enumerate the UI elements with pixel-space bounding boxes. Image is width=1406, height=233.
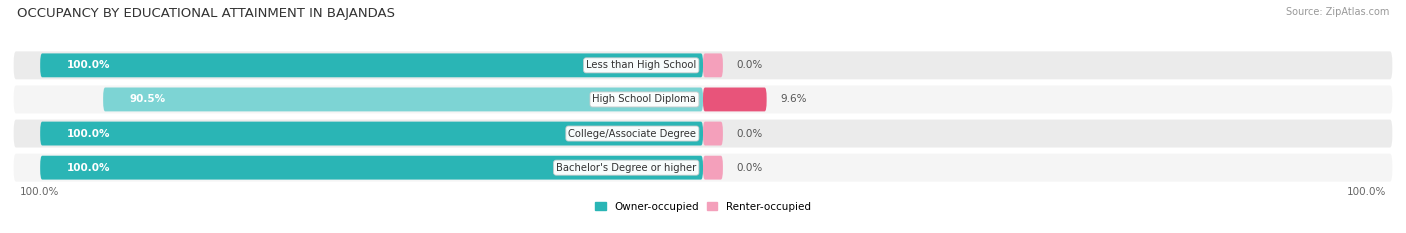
Text: Less than High School: Less than High School bbox=[586, 60, 696, 70]
Text: Source: ZipAtlas.com: Source: ZipAtlas.com bbox=[1285, 7, 1389, 17]
FancyBboxPatch shape bbox=[41, 53, 703, 77]
Text: 100.0%: 100.0% bbox=[20, 187, 59, 197]
Text: OCCUPANCY BY EDUCATIONAL ATTAINMENT IN BAJANDAS: OCCUPANCY BY EDUCATIONAL ATTAINMENT IN B… bbox=[17, 7, 395, 20]
Text: College/Associate Degree: College/Associate Degree bbox=[568, 129, 696, 139]
FancyBboxPatch shape bbox=[703, 156, 723, 180]
FancyBboxPatch shape bbox=[14, 154, 1392, 182]
FancyBboxPatch shape bbox=[103, 88, 703, 111]
FancyBboxPatch shape bbox=[41, 122, 703, 145]
FancyBboxPatch shape bbox=[14, 120, 1392, 147]
Text: 100.0%: 100.0% bbox=[66, 129, 110, 139]
Text: 0.0%: 0.0% bbox=[737, 163, 762, 173]
Text: 90.5%: 90.5% bbox=[129, 94, 166, 104]
Text: 100.0%: 100.0% bbox=[1347, 187, 1386, 197]
FancyBboxPatch shape bbox=[703, 88, 766, 111]
Text: 0.0%: 0.0% bbox=[737, 129, 762, 139]
Text: High School Diploma: High School Diploma bbox=[592, 94, 696, 104]
FancyBboxPatch shape bbox=[703, 122, 723, 145]
FancyBboxPatch shape bbox=[14, 86, 1392, 113]
Text: 100.0%: 100.0% bbox=[66, 60, 110, 70]
FancyBboxPatch shape bbox=[703, 53, 723, 77]
Text: 0.0%: 0.0% bbox=[737, 60, 762, 70]
Text: Bachelor's Degree or higher: Bachelor's Degree or higher bbox=[557, 163, 696, 173]
Legend: Owner-occupied, Renter-occupied: Owner-occupied, Renter-occupied bbox=[595, 202, 811, 212]
Text: 9.6%: 9.6% bbox=[780, 94, 807, 104]
Text: 100.0%: 100.0% bbox=[66, 163, 110, 173]
FancyBboxPatch shape bbox=[14, 51, 1392, 79]
FancyBboxPatch shape bbox=[41, 156, 703, 180]
